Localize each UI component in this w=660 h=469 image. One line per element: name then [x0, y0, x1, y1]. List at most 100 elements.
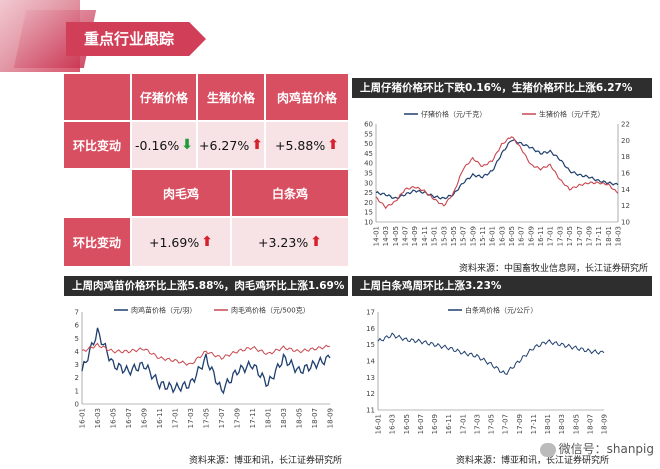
legend-label: 白条鸡价格（元/公斤） — [465, 306, 537, 315]
value-chick: +5.88% ⬆ — [266, 122, 348, 168]
x-tick-label: 16-11 — [445, 414, 453, 434]
chart-source: 资料来源：中国畜牧业信息网，长江证券研究所 — [458, 264, 648, 274]
y-tick-label: 16 — [366, 325, 375, 333]
x-tick-label: 16-03 — [498, 226, 506, 246]
legend-label: 肉鸡苗价格（元/羽） — [131, 306, 196, 315]
white-chart-svg: 11 12 13 14 15 16 17 16-01 16-03 16-05 16-07 16-09 1… — [366, 306, 609, 435]
series-line — [81, 342, 331, 366]
x-tick-label: 17-05 — [488, 414, 496, 434]
x-tick-label: 14-05 — [392, 226, 400, 246]
price-change-table: 仔猪价格 生猪价格 肉鸡苗价格 环比变动 -0.16% ⬇ +6.27% ⬆ +5.… — [64, 74, 348, 266]
x-tick-label: 18-01 — [605, 226, 613, 246]
arrow-up-icon: ⬆ — [310, 234, 322, 250]
x-tick-label: 18-09 — [601, 414, 609, 434]
x-tick-label: 14-07 — [402, 226, 410, 246]
row-label-2: 环比变动 — [64, 218, 130, 266]
x-tick-label: 16-05 — [508, 226, 516, 246]
x-tick-label: 17-03 — [473, 414, 481, 434]
header-piglet: 仔猪价格 — [132, 74, 196, 120]
x-tick-label: 16-01 — [375, 414, 383, 434]
x-tick-label: 17-01 — [459, 414, 467, 434]
y-tick-label: 0 — [75, 401, 79, 409]
y-tick-label: 17 — [366, 309, 375, 317]
x-tick-label: 17-11 — [530, 414, 538, 434]
x-tick-label: 18-01 — [544, 414, 552, 434]
x-tick-label: 18-01 — [265, 408, 273, 428]
y-tick-label: 30 — [364, 179, 373, 187]
legend-label: 仔猪价格（元/千克） — [421, 110, 486, 119]
y-right-tick-label: 16 — [621, 170, 630, 178]
value-piglet: -0.16% ⬇ — [132, 122, 196, 168]
y-right-tick-label: 14 — [621, 186, 630, 194]
y-tick-label: 50 — [364, 140, 373, 148]
value-white-chicken: +3.23% ⬆ — [232, 218, 348, 266]
y-tick-label: 20 — [364, 199, 373, 207]
x-tick-label: 18-05 — [572, 414, 580, 434]
y-right-tick-label: 20 — [621, 137, 630, 145]
y-tick-label: 10 — [364, 219, 373, 227]
y-right-tick-label: 12 — [621, 202, 630, 210]
y-tick-label: 7 — [75, 309, 79, 317]
x-tick-label: 18-07 — [311, 408, 319, 428]
y-tick-label: 45 — [364, 150, 373, 158]
x-tick-label: 16-11 — [537, 226, 545, 246]
x-tick-label: 16-01 — [79, 408, 87, 428]
series-line — [81, 327, 331, 395]
x-tick-label: 17-07 — [218, 408, 226, 428]
y-tick-label: 1 — [75, 387, 79, 395]
x-tick-label: 14-09 — [411, 226, 419, 246]
x-tick-label: 17-05 — [203, 408, 211, 428]
y-right-tick-label: 18 — [621, 153, 630, 161]
white-chicken-chart: 上周白条鸡周环比上涨3.23% 11 12 13 14 15 16 17 16-01 16-03… — [352, 276, 652, 466]
y-tick-label: 13 — [366, 374, 375, 382]
header-white-chicken: 白条鸡 — [232, 170, 348, 216]
x-tick-label: 17-03 — [556, 226, 564, 246]
x-tick-label: 15-11 — [479, 226, 487, 246]
y-tick-label: 14 — [366, 358, 375, 366]
x-tick-label: 17-11 — [595, 226, 603, 246]
x-tick-label: 16-09 — [527, 226, 535, 246]
x-tick-label: 16-09 — [141, 408, 149, 428]
x-tick-label: 16-11 — [156, 408, 164, 428]
x-tick-label: 16-05 — [110, 408, 118, 428]
y-right-tick-label: 10 — [621, 219, 630, 227]
x-tick-label: 17-07 — [576, 226, 584, 246]
y-tick-label: 6 — [75, 322, 80, 330]
x-tick-label: 14-03 — [382, 226, 390, 246]
x-tick-label: 18-07 — [586, 414, 594, 434]
x-tick-label: 17-01 — [172, 408, 180, 428]
y-tick-label: 25 — [364, 189, 373, 197]
value-hog: +6.27% ⬆ — [198, 122, 264, 168]
y-tick-label: 15 — [366, 341, 375, 349]
x-tick-label: 17-09 — [585, 226, 593, 246]
x-tick-label: 15-01 — [431, 226, 439, 246]
y-tick-label: 55 — [364, 130, 373, 138]
y-right-tick-label: 22 — [621, 121, 630, 129]
x-tick-label: 16-03 — [94, 408, 102, 428]
chart-title: 上周白条鸡周环比上涨3.23% — [352, 276, 652, 296]
x-tick-label: 17-03 — [187, 408, 195, 428]
y-tick-label: 3 — [75, 361, 79, 369]
arrow-up-icon: ⬆ — [251, 137, 263, 153]
table-blank — [64, 170, 130, 216]
x-tick-label: 16-07 — [518, 226, 526, 246]
arrow-down-icon: ⬇ — [181, 137, 193, 153]
series-line — [375, 139, 619, 200]
x-tick-label: 17-01 — [547, 226, 555, 246]
legend-label: 肉毛鸡价格（元/500克） — [231, 306, 310, 315]
y-tick-label: 40 — [364, 160, 373, 168]
x-tick-label: 18-05 — [296, 408, 304, 428]
wechat-icon — [539, 442, 556, 457]
x-tick-label: 16-09 — [431, 414, 439, 434]
x-tick-label: 16-05 — [403, 414, 411, 434]
x-tick-label: 15-03 — [440, 226, 448, 246]
row-label-1: 环比变动 — [64, 122, 130, 168]
x-tick-label: 16-07 — [125, 408, 133, 428]
chick-chart-svg: 0 1 2 3 4 5 6 7 16-01 16-03 16-05 16-07 16-09 16-11 17… — [75, 306, 335, 429]
x-tick-label: 17-07 — [502, 414, 510, 434]
x-tick-label: 14-01 — [373, 226, 381, 246]
x-tick-label: 17-09 — [234, 408, 242, 428]
header-broiler: 肉毛鸡 — [132, 170, 230, 216]
x-tick-label: 17-11 — [249, 408, 257, 428]
chart-title: 上周仔猪价格环比下跌0.16%，生猪价格环比上涨6.27% — [352, 78, 652, 98]
